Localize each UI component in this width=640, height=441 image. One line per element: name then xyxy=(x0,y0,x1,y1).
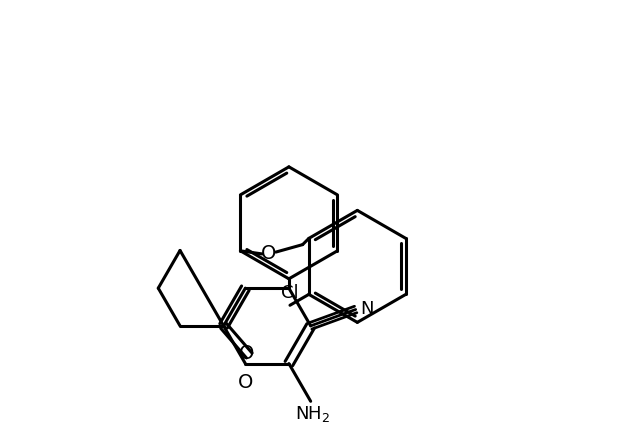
Text: O: O xyxy=(239,344,254,363)
Text: O: O xyxy=(237,373,253,392)
Text: NH$_2$: NH$_2$ xyxy=(295,404,330,424)
Text: N: N xyxy=(361,300,374,318)
Text: O: O xyxy=(260,244,276,263)
Text: Cl: Cl xyxy=(281,284,299,302)
